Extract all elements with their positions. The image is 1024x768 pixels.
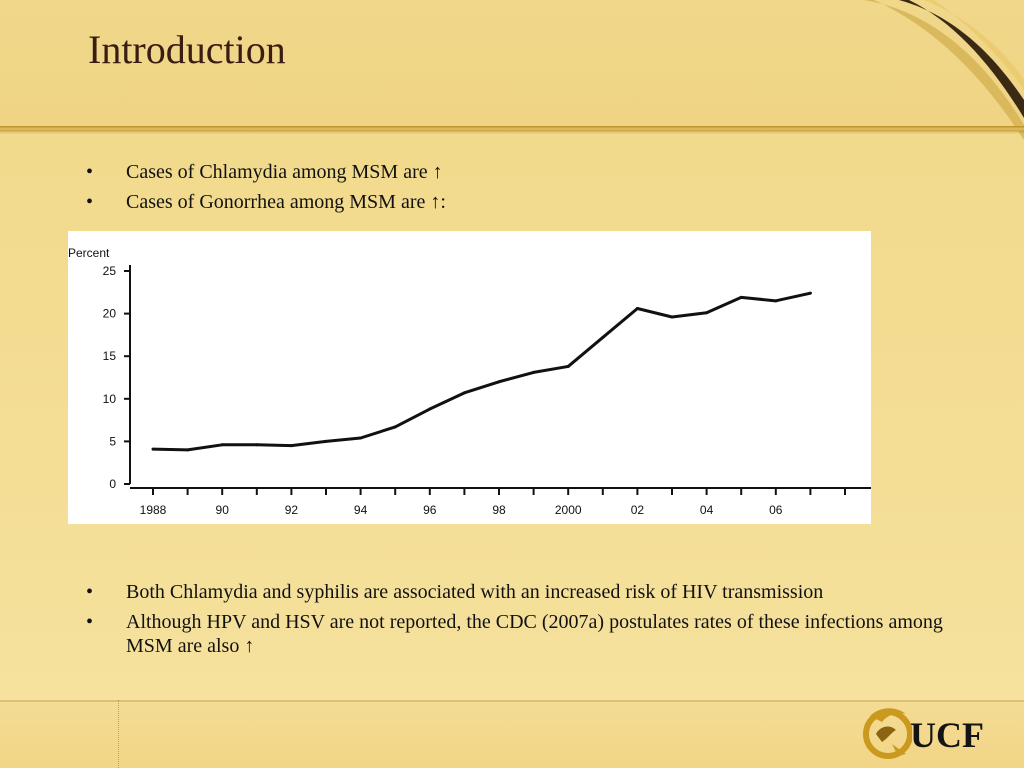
x-tick-label: 92 [285,503,299,517]
footer-band [0,700,1024,768]
x-tick-label: 04 [700,503,714,517]
x-tick-label: 90 [216,503,230,517]
pegasus-icon [863,708,912,759]
title-band [0,0,1024,128]
data-point [532,370,536,374]
x-tick-label: 06 [769,503,783,517]
data-point [151,447,155,451]
data-point [186,448,190,452]
x-tick-label: 1988 [140,503,167,517]
bullet-item: Cases of Gonorrhea among MSM are ↑: [86,190,886,214]
data-point [635,306,639,310]
data-point [566,364,570,368]
y-tick-label: 0 [109,477,116,491]
data-point [774,299,778,303]
bullet-list-bottom: Both Chlamydia and syphilis are associat… [86,580,946,664]
line-chart: 0 5 10 15 20 25 1988 90 92 94 96 98 2000 02 04 06 Percen… [68,246,871,517]
footer-divider [0,700,1024,702]
y-tick-label: 20 [103,307,117,321]
bullet-item: Both Chlamydia and syphilis are associat… [86,580,946,604]
series-line [152,291,811,452]
chart-panel: 0 5 10 15 20 25 1988 90 92 94 96 98 2000 02 04 06 Percen… [68,231,871,524]
footer-vertical-rule [118,700,120,768]
title-divider-shadow [0,131,1024,134]
bullet-item: Cases of Chlamydia among MSM are ↑ [86,160,886,184]
x-tick-label: 94 [354,503,368,517]
y-tick-label: 5 [109,434,116,448]
y-axis-label: Percent [68,246,110,260]
x-tick-label: 2000 [555,503,582,517]
data-point [601,335,605,339]
data-point [739,295,743,299]
data-point [497,380,501,384]
title-divider [0,126,1024,131]
data-point [289,444,293,448]
slide-title: Introduction [88,27,286,72]
data-point [255,443,259,447]
corner-swoosh-decoration [864,0,1024,140]
ucf-logo: UCF [862,702,1002,764]
data-point [359,436,363,440]
y-tick-label: 15 [103,349,117,363]
data-point [808,291,812,295]
data-point [220,443,224,447]
bullet-list-top: Cases of Chlamydia among MSM are ↑ Cases… [86,160,886,220]
data-point [393,425,397,429]
x-tick-label: 98 [492,503,506,517]
data-point [428,407,432,411]
x-tick-label: 02 [631,503,645,517]
y-tick-label: 10 [103,392,117,406]
bullet-item: Although HPV and HSV are not reported, t… [86,610,946,658]
data-point [670,315,674,319]
y-tick-label: 25 [103,264,117,278]
data-point [462,391,466,395]
data-point [324,439,328,443]
data-point [705,311,709,315]
x-tick-label: 96 [423,503,437,517]
logo-text: UCF [910,715,984,755]
